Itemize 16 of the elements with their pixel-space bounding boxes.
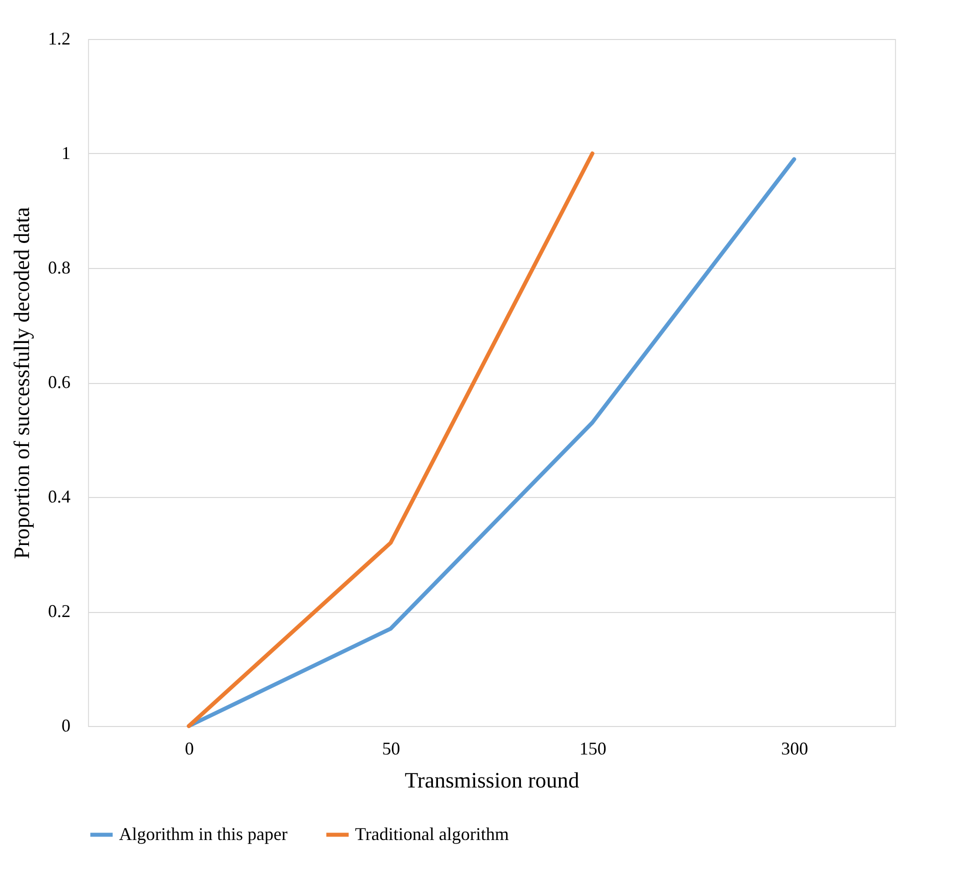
y-tick-label: 0.4 (48, 486, 70, 506)
x-axis-title: Transmission round (404, 768, 580, 792)
x-tick-label: 300 (781, 738, 808, 758)
legend-label: Algorithm in this paper (119, 824, 288, 844)
x-tick-label: 150 (579, 738, 606, 758)
y-tick-label: 0 (62, 716, 70, 736)
y-tick-label: 1 (62, 143, 70, 163)
y-axis-title: Proportion of successfully decoded data (9, 206, 34, 559)
legend-label: Traditional algorithm (355, 824, 509, 844)
y-tick-label: 0.8 (48, 258, 70, 278)
y-tick-label: 0.6 (48, 372, 70, 392)
y-tick-label: 0.2 (48, 601, 70, 621)
x-tick-label: 50 (382, 738, 400, 758)
line-series (186, 157, 796, 728)
x-tick-label: 0 (184, 738, 194, 758)
y-tick-label: 1.2 (48, 28, 70, 48)
